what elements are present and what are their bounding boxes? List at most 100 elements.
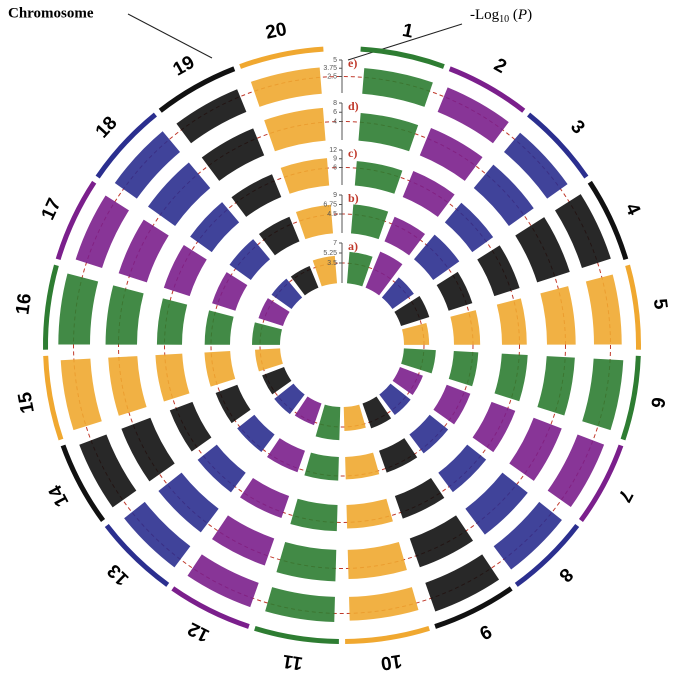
chromosome-arc <box>578 444 624 523</box>
peak-band <box>156 298 188 345</box>
peak-band <box>204 310 234 345</box>
peak-band <box>358 112 419 152</box>
peak-band <box>437 87 509 144</box>
peak-band <box>258 216 300 256</box>
chromosome-label: 16 <box>12 292 36 316</box>
chromosome-arc <box>171 586 250 629</box>
peak-band <box>402 171 455 217</box>
peak-band <box>401 323 430 345</box>
peak-band <box>290 498 338 532</box>
chromosome-label: 18 <box>92 113 122 143</box>
peak-band <box>240 477 290 519</box>
y-tick-label: 5 <box>333 57 337 64</box>
track-label: c) <box>348 146 357 160</box>
peak-band <box>79 434 137 508</box>
chromosome-arc <box>254 626 339 644</box>
chromosome-arc <box>43 355 64 441</box>
chromosome-label: 14 <box>45 481 74 510</box>
chromosome-arc <box>448 66 526 113</box>
peak-band <box>250 67 322 107</box>
peak-band <box>555 194 611 268</box>
peak-band <box>409 515 474 568</box>
peak-band <box>271 278 303 309</box>
peak-band <box>312 255 338 287</box>
chromosome-label: 3 <box>566 116 589 138</box>
peak-band <box>413 234 460 280</box>
peak-band <box>537 356 575 416</box>
peak-band <box>294 396 322 426</box>
peak-band <box>350 204 389 240</box>
y-tick-label: 6 <box>333 109 337 116</box>
axis-label-part: ) <box>527 7 532 23</box>
y-tick-label: 4.5 <box>327 211 337 218</box>
peak-band <box>147 162 211 226</box>
peak-band <box>108 356 147 416</box>
peak-band <box>304 452 339 481</box>
peak-band <box>438 444 487 493</box>
axis-label-part: ( <box>509 7 518 23</box>
chromosome-arc <box>434 586 513 629</box>
peak-band <box>444 202 494 253</box>
chromosome-label: 10 <box>379 650 403 674</box>
y-tick-label: 7 <box>333 240 337 247</box>
y-tick-label: 12 <box>329 147 337 154</box>
peak-band <box>295 204 334 240</box>
peak-band <box>503 132 568 199</box>
peak-band <box>60 358 102 431</box>
peak-band <box>204 351 236 387</box>
peak-band <box>262 367 292 395</box>
peak-band <box>540 286 576 345</box>
y-tick-label: 9 <box>333 192 337 199</box>
chromosome-label: 13 <box>103 560 133 590</box>
peak-band <box>509 417 562 481</box>
peak-band <box>365 251 403 296</box>
chromosome-label: 4 <box>621 200 645 219</box>
y-tick-label: 3.75 <box>323 65 337 72</box>
peak-band <box>345 452 380 480</box>
peak-band <box>276 541 337 582</box>
chromosome-label: 17 <box>38 195 66 223</box>
peak-band <box>124 501 191 568</box>
peak-band <box>493 501 562 570</box>
peak-band <box>515 217 570 283</box>
peak-band <box>105 285 144 345</box>
chromosome-arc <box>158 66 236 113</box>
chromosome-label: 12 <box>185 618 213 646</box>
peak-band <box>267 438 305 473</box>
peak-band <box>58 273 99 345</box>
peak-band <box>176 89 247 144</box>
peak-band <box>169 401 212 452</box>
chromosome-label: 6 <box>646 395 669 409</box>
peak-band <box>381 277 414 309</box>
peak-band <box>362 396 392 429</box>
chromosome-arc <box>60 444 106 523</box>
peak-band <box>75 195 129 268</box>
chromosome-arc <box>620 355 641 441</box>
y-tick-label: 4 <box>333 118 337 125</box>
chromosome-arc <box>55 180 97 261</box>
pointer-line <box>127 13 213 59</box>
chromosome-label: 15 <box>14 390 39 415</box>
y-tick-label: 9 <box>333 156 337 163</box>
track-label: e) <box>348 56 357 70</box>
peak-band <box>494 353 528 402</box>
peak-band <box>252 322 283 345</box>
peak-band <box>215 384 251 424</box>
axis-label-part: -Log <box>470 7 500 23</box>
chromosome-arc <box>345 626 430 644</box>
peak-band <box>347 541 407 580</box>
y-tick-label: 3.5 <box>327 260 337 267</box>
peak-band <box>354 161 403 194</box>
chromosome-arc <box>360 46 445 69</box>
peak-band <box>582 358 624 431</box>
chromosome-arc <box>527 112 589 179</box>
peak-band <box>433 384 471 425</box>
threshold-line <box>73 76 611 614</box>
peak-band <box>448 351 479 387</box>
chromosome-arc <box>514 523 580 587</box>
chromosome-arc <box>239 46 324 69</box>
peak-band <box>379 438 418 473</box>
peak-band <box>274 383 305 415</box>
peak-band <box>229 239 271 280</box>
chromosome-label: 1 <box>400 20 415 43</box>
